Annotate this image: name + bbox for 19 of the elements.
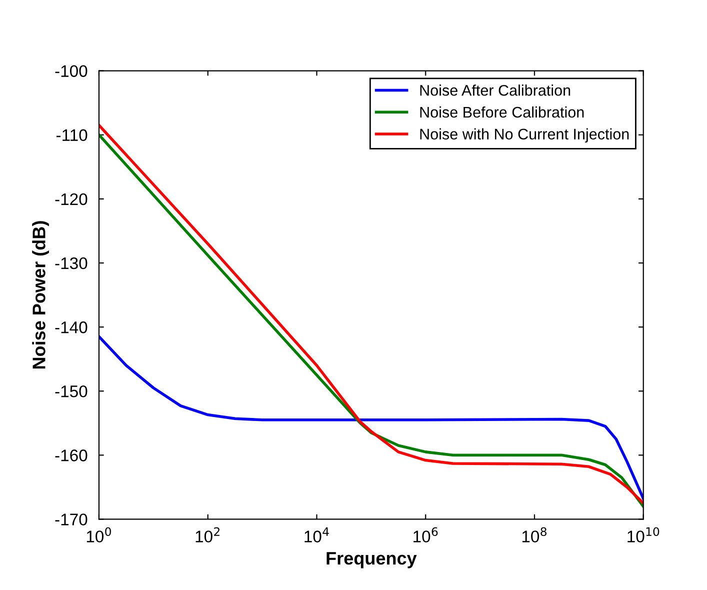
- y-tick-label: -140: [55, 321, 88, 334]
- y-tick-label: -100: [55, 65, 88, 78]
- x-tick-label: 10$^{6}$: [414, 527, 438, 542]
- x-axis-title: Frequency: [326, 552, 417, 568]
- y-tick-label: -130: [55, 257, 88, 270]
- y-tick-label: -150: [55, 385, 88, 398]
- y-axis-title: Noise Power (dB): [32, 221, 49, 369]
- x-tick-label: 10$^{10}$: [628, 527, 660, 542]
- x-tick-label: 10$^{4}$: [304, 527, 329, 542]
- y-tick-label: -120: [55, 193, 88, 206]
- legend-label: Noise Before Calibration: [420, 106, 584, 118]
- legend-label: Noise with No Current Injection: [420, 128, 629, 143]
- y-tick-label: -170: [55, 514, 88, 526]
- x-tick-label: 10$^{8}$: [522, 527, 546, 542]
- y-tick-label: -110: [56, 129, 88, 142]
- y-tick-label: -160: [55, 450, 88, 462]
- x-tick-label: 10$^{2}$: [196, 527, 220, 542]
- legend-label: Noise After Calibration: [420, 84, 570, 96]
- x-tick-label: 10$^{0}$: [86, 527, 111, 542]
